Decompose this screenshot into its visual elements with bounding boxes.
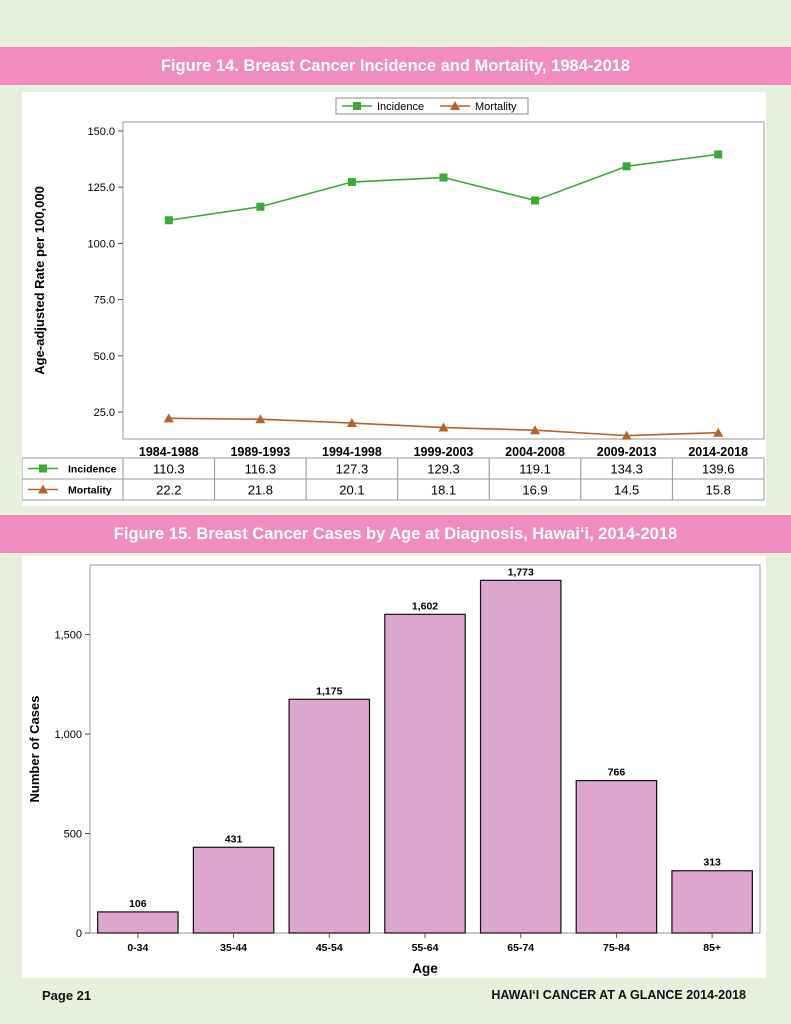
table-cell-value: 21.8 bbox=[248, 483, 273, 498]
bar bbox=[288, 698, 371, 934]
publication-title: HAWAI‘I CANCER AT A GLANCE 2014-2018 bbox=[491, 988, 746, 1002]
table-cell-value: 139.6 bbox=[702, 462, 735, 477]
point-incidence bbox=[439, 173, 448, 182]
x-tick-label: 0-34 bbox=[127, 942, 148, 954]
y-tick-label: 50.0 bbox=[94, 351, 115, 363]
table-key-marker bbox=[38, 484, 48, 494]
point-incidence bbox=[347, 178, 356, 187]
legend-label: Incidence bbox=[377, 101, 424, 113]
y-tick-label: 100.0 bbox=[87, 238, 115, 250]
legend-marker bbox=[450, 101, 460, 110]
series-line-incidence bbox=[168, 153, 719, 222]
bar bbox=[192, 846, 275, 934]
bar-value-label: 106 bbox=[129, 898, 147, 910]
table-cell-value: 127.3 bbox=[336, 462, 369, 477]
point-mortality bbox=[621, 430, 632, 440]
table-cell-value: 119.1 bbox=[519, 462, 551, 477]
point-mortality bbox=[530, 425, 541, 435]
point-incidence bbox=[622, 162, 631, 171]
point-incidence bbox=[256, 202, 265, 211]
table-cell-value: 16.9 bbox=[522, 483, 547, 498]
x-tick-label: 45-54 bbox=[316, 942, 343, 954]
point-incidence bbox=[164, 216, 173, 225]
table-row-label: Mortality bbox=[68, 485, 112, 497]
y-tick-label: 25.0 bbox=[94, 407, 115, 419]
table-key-marker bbox=[39, 464, 47, 473]
x-axis-label: Age bbox=[412, 961, 438, 976]
x-tick-label: 1984-1988 bbox=[139, 445, 199, 459]
y-tick-label: 1,500 bbox=[54, 630, 82, 642]
table-cell-value: 116.3 bbox=[245, 462, 277, 477]
y-tick-label: 1,000 bbox=[54, 729, 82, 741]
bar bbox=[97, 911, 179, 934]
table-cell bbox=[671, 478, 765, 501]
page-number: Page 21 bbox=[42, 988, 92, 1003]
bar bbox=[384, 613, 466, 934]
x-tick-label: 65-74 bbox=[507, 942, 534, 954]
y-tick-label: 125.0 bbox=[87, 182, 115, 194]
bar-value-label: 1,602 bbox=[412, 600, 438, 612]
table-cell-value: 15.8 bbox=[706, 483, 731, 498]
point-incidence bbox=[714, 150, 723, 159]
figure15-title-banner: Figure 15. Breast Cancer Cases by Age at… bbox=[0, 515, 791, 553]
table-cell-value: 20.1 bbox=[339, 483, 364, 498]
legend-marker bbox=[353, 102, 361, 110]
legend-label: Mortality bbox=[475, 101, 517, 113]
figure15-title: Figure 15. Breast Cancer Cases by Age at… bbox=[113, 524, 678, 543]
figure15-panel: 0 500 1,000 1,500 Number of Cases 106 0-34 431 3… bbox=[22, 556, 766, 978]
y-axis-label: Number of Cases bbox=[27, 696, 42, 803]
figure14-title: Figure 14. Breast Cancer Incidence and M… bbox=[160, 56, 631, 75]
x-tick-label: 75-84 bbox=[603, 942, 630, 954]
y-axis-label: Age-adjusted Rate per 100,000 bbox=[32, 186, 47, 375]
x-tick-label: 1999-2003 bbox=[414, 445, 474, 459]
line-chart: 25.0 50.0 75.0 100.0 125.0 150.0 Age-adjusted … bbox=[21, 97, 765, 501]
bar-chart: 0 500 1,000 1,500 Number of Cases 106 0-34 431 3… bbox=[27, 564, 761, 976]
table-cell-value: 110.3 bbox=[153, 462, 185, 477]
bar-value-label: 766 bbox=[608, 767, 626, 779]
legend-box bbox=[335, 97, 529, 115]
point-incidence bbox=[531, 196, 540, 205]
x-tick-label: 85+ bbox=[703, 942, 721, 954]
bar-value-label: 1,773 bbox=[508, 566, 534, 578]
bar bbox=[671, 870, 753, 934]
table-cell-value: 22.2 bbox=[156, 483, 181, 498]
x-tick-label: 35-44 bbox=[220, 942, 247, 954]
point-mortality bbox=[163, 413, 174, 423]
bar-value-label: 313 bbox=[703, 857, 721, 869]
x-tick-label: 55-64 bbox=[412, 942, 439, 954]
x-tick-label: 2004-2008 bbox=[505, 445, 565, 459]
table-row-label: Incidence bbox=[68, 464, 117, 476]
bar-value-label: 1,175 bbox=[316, 685, 342, 697]
x-tick-label: 1994-1998 bbox=[322, 445, 382, 459]
y-tick-label: 150.0 bbox=[87, 126, 115, 138]
bar-value-label: 431 bbox=[225, 833, 243, 845]
table-cell-value: 18.1 bbox=[431, 483, 456, 498]
point-mortality bbox=[438, 422, 449, 432]
point-mortality bbox=[346, 418, 357, 428]
figure14-panel: 25.0 50.0 75.0 100.0 125.0 150.0 Age-adjusted … bbox=[21, 92, 766, 506]
point-mortality bbox=[255, 414, 266, 424]
table-cell-value: 14.5 bbox=[614, 483, 639, 498]
bar bbox=[479, 579, 562, 934]
point-mortality bbox=[713, 427, 724, 437]
bar bbox=[575, 780, 658, 934]
x-tick-label: 2009-2013 bbox=[597, 445, 657, 459]
figure14-title-banner: Figure 14. Breast Cancer Incidence and M… bbox=[0, 47, 791, 85]
x-tick-label: 2014-2018 bbox=[688, 445, 748, 459]
table-cell-value: 134.3 bbox=[610, 462, 643, 477]
plot-frame bbox=[122, 121, 765, 440]
table-cell-value: 129.3 bbox=[427, 462, 460, 477]
y-tick-label: 500 bbox=[64, 829, 82, 841]
y-tick-label: 75.0 bbox=[94, 295, 115, 307]
y-tick-label: 0 bbox=[76, 928, 82, 940]
x-tick-label: 1989-1993 bbox=[230, 445, 290, 459]
